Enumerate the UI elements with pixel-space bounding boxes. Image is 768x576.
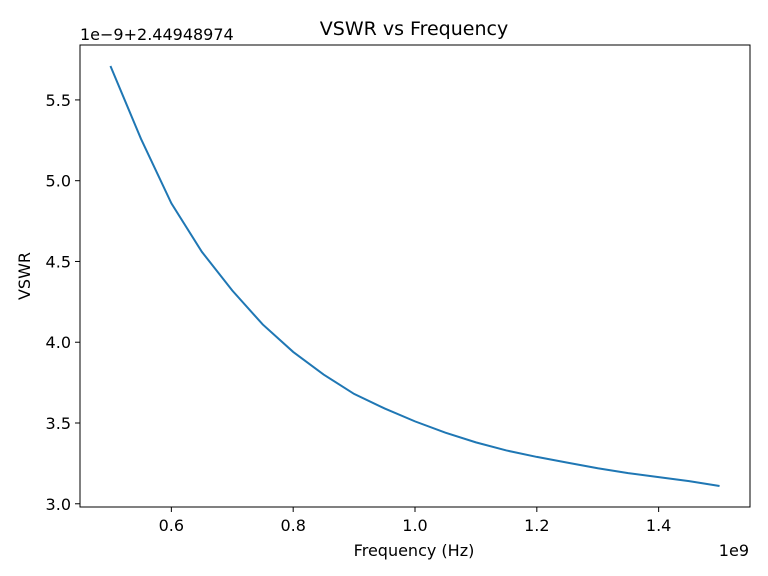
x-offset-text: 1e9 (719, 541, 749, 560)
x-tick-label: 1.0 (402, 516, 427, 535)
y-tick-label: 5.5 (46, 91, 71, 110)
y-axis-label: VSWR (15, 252, 34, 300)
x-axis-label: Frequency (Hz) (354, 541, 475, 560)
series-line (109, 65, 720, 487)
y-tick-label: 3.0 (46, 495, 71, 514)
y-ticks: 3.0 3.5 4.0 4.5 5.0 5.5 (46, 91, 80, 514)
chart-title: VSWR vs Frequency (320, 18, 508, 40)
y-tick-label: 4.0 (46, 333, 71, 352)
x-tick-label: 0.8 (280, 516, 305, 535)
axes-frame (79, 44, 751, 508)
x-tick-label: 1.4 (646, 516, 671, 535)
x-tick-label: 1.2 (524, 516, 549, 535)
y-tick-label: 4.5 (46, 252, 71, 271)
x-tick-label: 0.6 (159, 516, 184, 535)
plot-area (109, 65, 720, 487)
x-ticks: 0.6 0.8 1.0 1.2 1.4 (159, 507, 671, 535)
y-tick-label: 3.5 (46, 414, 71, 433)
y-tick-label: 5.0 (46, 172, 71, 191)
y-offset-text: 1e−9+2.44948974 (80, 25, 234, 44)
